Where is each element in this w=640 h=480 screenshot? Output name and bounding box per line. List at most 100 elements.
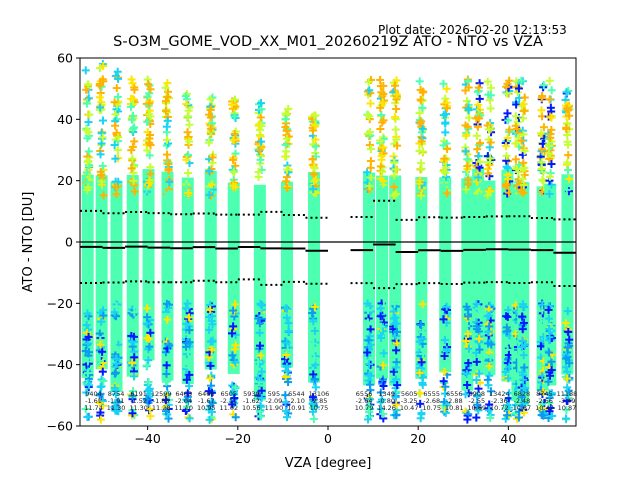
- bin-mean-label: -2.36: [491, 397, 508, 405]
- bin-mean-label: -2.88: [446, 397, 463, 405]
- bin-std-label: 11.28: [152, 404, 171, 412]
- x-tick-label: −20: [225, 431, 251, 446]
- bin-std-label: 11.90: [265, 404, 284, 412]
- bin-std-label: 10.47: [535, 404, 554, 412]
- bin-count-label: 9404: [85, 390, 102, 398]
- bin-std-label: 11.30: [107, 404, 126, 412]
- y-tick-label: −60: [47, 419, 73, 434]
- y-axis: −60 −40 −20 0 20 40 60: [47, 51, 80, 434]
- bin-mean-label: -1.67: [198, 397, 215, 405]
- scatter-column: [204, 93, 217, 424]
- bin-mean-label: -2.48: [513, 397, 530, 405]
- dense-band: [253, 184, 266, 401]
- bin-count-label: 6556: [446, 390, 463, 398]
- bin-mean-label: -2.68: [423, 397, 440, 405]
- scatter-column: [561, 86, 574, 424]
- bin-mean-label: -1.62: [243, 397, 260, 405]
- dense-band: [363, 172, 376, 386]
- dense-band: [415, 177, 428, 379]
- x-tick-label: 20: [410, 431, 426, 446]
- bin-count-label: 6466: [198, 390, 215, 398]
- bin-stats: 9404-1.6111.748754-1.9111.306191-1.5211.…: [84, 390, 577, 412]
- bin-count-label: 6403: [175, 390, 192, 398]
- plot-date: Plot date: 2026-02-20 12:13:53: [378, 23, 567, 37]
- bin-mean-label: -3.49: [559, 397, 576, 405]
- scatter-column: [544, 76, 557, 423]
- dense-band: [110, 181, 123, 393]
- bin-count-label: 8745: [536, 390, 553, 398]
- y-tick-label: 20: [57, 173, 73, 188]
- bin-mean-label: -2.10: [288, 397, 305, 405]
- bin-count-label: 5930: [243, 390, 260, 398]
- y-tick-label: 0: [65, 235, 73, 250]
- bin-mean-label: -1.91: [108, 397, 125, 405]
- scatter-column: [308, 111, 321, 424]
- bin-count-label: 13106: [309, 390, 330, 398]
- bin-std-label: 10.87: [513, 404, 532, 412]
- scatter-column: [253, 99, 266, 421]
- bin-mean-label: -2.09: [265, 397, 282, 405]
- bin-count-label: 12599: [151, 390, 172, 398]
- bin-mean-label: -3.25: [401, 397, 418, 405]
- dense-band: [461, 178, 474, 391]
- dense-band: [501, 169, 514, 382]
- bin-mean-label: -1.85: [153, 397, 170, 405]
- bin-std-label: 10.79: [355, 404, 374, 412]
- bin-mean-label: -2.04: [175, 397, 192, 405]
- dense-band: [517, 182, 530, 406]
- bin-std-label: 10.69: [467, 404, 486, 412]
- scatter-column: [181, 90, 194, 423]
- bin-mean-label: -2.66: [536, 397, 553, 405]
- bin-std-label: 11.02: [219, 404, 238, 412]
- scatter-column: [95, 60, 108, 424]
- dense-band: [142, 169, 155, 361]
- bin-count-label: 13424: [489, 390, 510, 398]
- scatter-column: [415, 77, 428, 423]
- bin-mean-label: -1.61: [85, 397, 102, 405]
- bin-std-label: 10.95: [197, 404, 216, 412]
- bin-count-label: 11188: [557, 390, 578, 398]
- bin-count-label: 8754: [108, 390, 125, 398]
- bin-mean-label: -2.55: [468, 397, 485, 405]
- dense-band: [81, 174, 94, 378]
- bin-mean-label: -2.64: [356, 397, 373, 405]
- bin-mean-label: -2.85: [311, 397, 328, 405]
- dense-band: [308, 171, 321, 383]
- bin-std-label: 10.87: [558, 404, 577, 412]
- scatter-column: [126, 75, 139, 420]
- scatter-column: [472, 79, 485, 422]
- bin-count-label: 6908: [469, 390, 486, 398]
- bin-std-label: 10.72: [490, 404, 509, 412]
- dense-band: [376, 175, 389, 379]
- bin-std-label: 11.30: [129, 404, 148, 412]
- scatter-column: [142, 75, 155, 421]
- x-axis-label: VZA [degree]: [285, 456, 372, 471]
- scatter-column: [227, 95, 240, 422]
- bin-std-label: 11.10: [174, 404, 193, 412]
- bin-std-label: 10.47: [400, 404, 419, 412]
- scatter-column: [110, 67, 123, 416]
- scatter-column: [161, 79, 174, 423]
- bin-lines: [80, 199, 576, 290]
- y-tick-label: 60: [57, 51, 73, 66]
- x-tick-label: 40: [500, 431, 516, 446]
- scatter-column: [483, 77, 496, 422]
- x-tick-label: −40: [134, 431, 160, 446]
- bin-count-label: 1349: [378, 390, 395, 398]
- bin-count-label: 6555: [423, 390, 440, 398]
- bin-std-label: 10.91: [287, 404, 306, 412]
- bin-mean-label: -2.11: [220, 397, 237, 405]
- scatter-column: [280, 104, 293, 422]
- y-axis-label: ATO - NTO [DU]: [21, 192, 36, 293]
- bin-std-label: 11.74: [84, 404, 103, 412]
- dense-band: [126, 174, 139, 377]
- x-tick-label: 0: [324, 431, 332, 446]
- scatter-column: [363, 75, 376, 424]
- dense-band: [389, 175, 402, 386]
- bin-count-label: 595: [268, 390, 280, 398]
- bin-std-label: 10.81: [445, 404, 464, 412]
- bin-std-label: 14.26: [377, 404, 396, 412]
- scatter-column: [439, 79, 452, 417]
